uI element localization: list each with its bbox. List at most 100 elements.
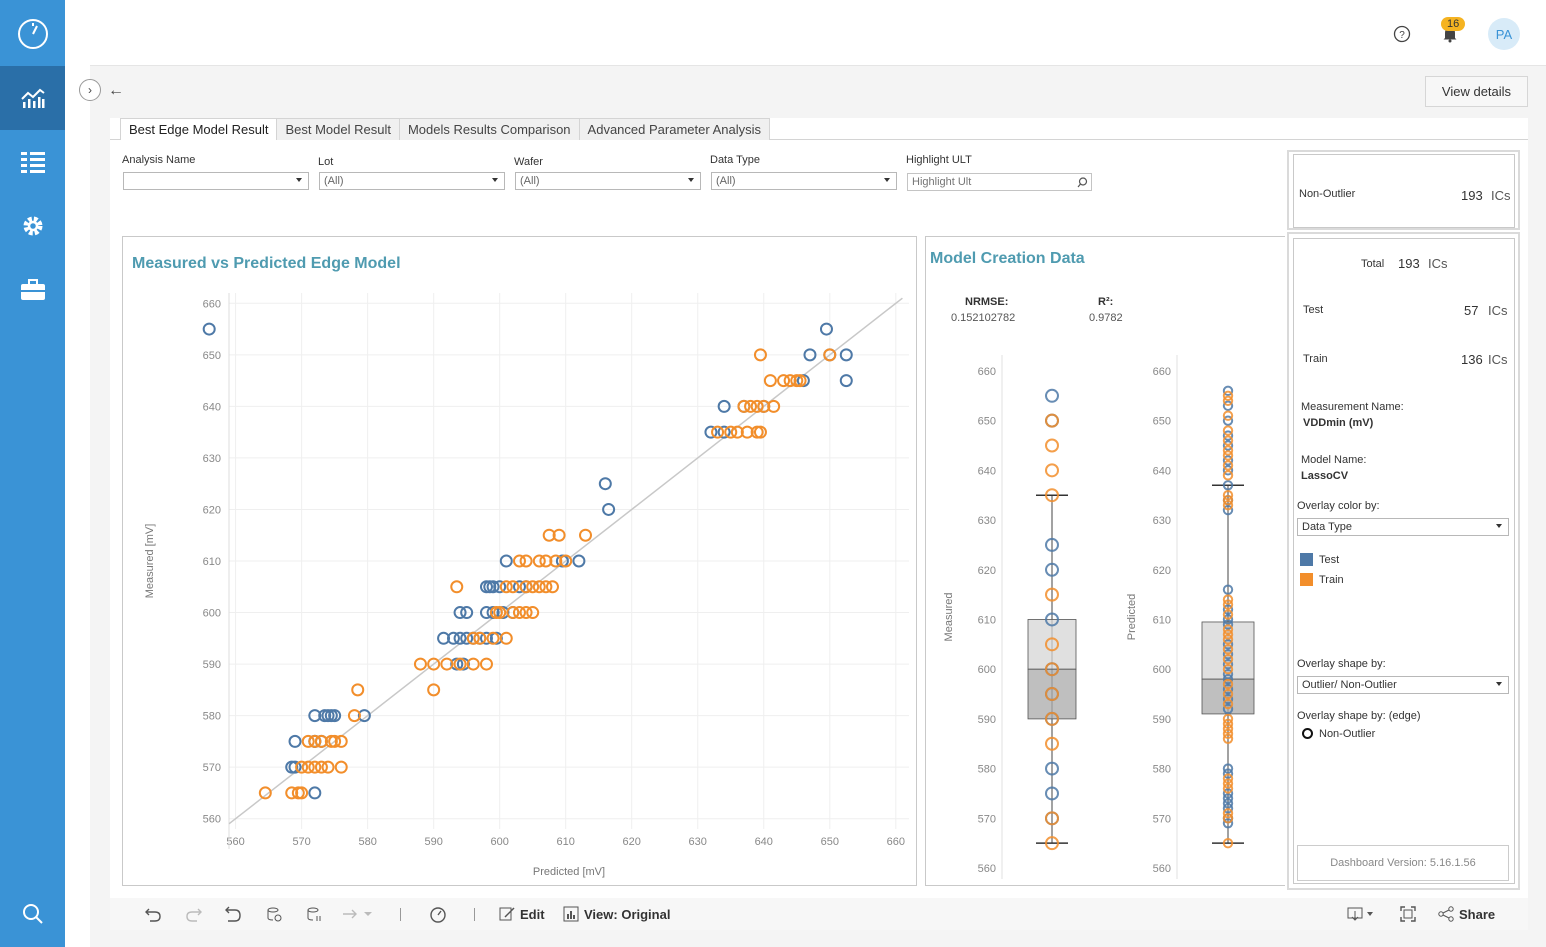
wafer-select[interactable]: (All) [515, 172, 701, 190]
tab-best-edge-model-result[interactable]: Best Edge Model Result [120, 118, 278, 140]
box-point-train [1222, 654, 1234, 665]
scatter-point-train [314, 734, 328, 748]
tab-bar: Best Edge Model Result Best Model Result… [120, 118, 770, 140]
scatter-point-test [572, 554, 586, 568]
legend-test-swatch[interactable] [1300, 553, 1313, 566]
box-point-test [1222, 793, 1234, 804]
box-point-test [1222, 649, 1234, 660]
analysis-name-label: Analysis Name [122, 154, 196, 166]
x-tick-label: 580 [358, 836, 376, 848]
redo-icon[interactable] [185, 906, 203, 922]
box-point-train [1222, 644, 1234, 655]
scatter-point-train [295, 760, 309, 774]
gear-icon[interactable] [0, 194, 65, 258]
legend-test-label[interactable]: Test [1319, 554, 1340, 566]
view-original-button[interactable]: View: Original [563, 906, 670, 922]
summary-frame: Total 193 ICs Test 57 ICs Train 136 ICs … [1287, 232, 1520, 890]
scatter-point-train [512, 554, 526, 568]
box-point-train [1222, 390, 1234, 401]
non-outlier-unit: ICs [1491, 188, 1511, 203]
x-tick-label: 650 [821, 836, 839, 848]
back-arrow-icon[interactable]: ← [108, 82, 124, 99]
box-point-train [1222, 723, 1234, 735]
refresh-data-icon[interactable] [266, 906, 282, 922]
box-point-train [1222, 395, 1234, 406]
scatter-point-test [479, 606, 493, 620]
box-y-tick-label: 600 [978, 664, 996, 676]
dashboard-logo-icon[interactable] [0, 2, 65, 66]
box-point-train [1222, 425, 1234, 436]
scatter-point-train [767, 399, 781, 413]
non-outlier-value: 193 [1461, 188, 1483, 203]
overlay-shape-value: Outlier/ Non-Outlier [1302, 679, 1397, 691]
box-point-test [1222, 400, 1234, 411]
legend-train-label[interactable]: Train [1319, 574, 1344, 586]
box-point-train [1045, 662, 1059, 677]
view-details-button[interactable]: View details [1425, 76, 1528, 107]
analysis-name-select[interactable] [123, 172, 309, 190]
scatter-point-train [321, 760, 335, 774]
expand-sidebar-button[interactable]: › [79, 79, 101, 101]
scatter-point-test [446, 631, 460, 645]
highlight-ult-input[interactable] [907, 173, 1092, 191]
overlay-color-select[interactable]: Data Type [1297, 518, 1509, 536]
overlay-shape-edge-item[interactable]: Non-Outlier [1319, 728, 1376, 740]
scatter-point-train [334, 760, 348, 774]
lot-value: (All) [324, 175, 344, 187]
box-point-train [1222, 718, 1234, 730]
lot-select[interactable]: (All) [319, 172, 505, 190]
avatar[interactable]: PA [1488, 18, 1520, 50]
scatter-point-train [301, 760, 315, 774]
scatter-point-test [357, 709, 371, 723]
briefcase-icon[interactable] [0, 258, 65, 322]
tab-models-results-comparison[interactable]: Models Results Comparison [398, 118, 580, 140]
box-point-train [1045, 438, 1059, 453]
y-tick-label: 570 [203, 762, 221, 774]
data-type-select[interactable]: (All) [711, 172, 897, 190]
legend-train-swatch[interactable] [1300, 573, 1313, 586]
list-icon[interactable] [0, 130, 65, 194]
box-point-train [1045, 413, 1059, 428]
forward-icon[interactable] [342, 906, 374, 922]
box-point-test [1222, 604, 1234, 615]
non-outlier-circle-icon[interactable] [1302, 728, 1313, 739]
scatter-point-train [552, 528, 566, 542]
scatter-point-test [839, 374, 853, 388]
revert-icon[interactable] [224, 906, 242, 922]
box-y-tick-label: 620 [1153, 565, 1171, 577]
model-name-label: Model Name: [1301, 454, 1367, 466]
wafer-label: Wafer [514, 156, 543, 168]
chevron-down-icon [492, 178, 498, 182]
box-point-train [1045, 736, 1059, 751]
box-point-test [1222, 788, 1234, 799]
scatter-point-train [453, 657, 467, 671]
metrics-icon[interactable] [429, 906, 447, 924]
box-point-train [1222, 678, 1234, 690]
box-point-test [1222, 504, 1234, 516]
download-icon[interactable] [1347, 906, 1375, 922]
scatter-point-train [413, 657, 427, 671]
help-icon[interactable]: ? [1393, 25, 1411, 43]
search-icon[interactable] [0, 882, 65, 946]
box-y-tick-label: 560 [978, 863, 996, 875]
search-icon[interactable] [1077, 177, 1088, 188]
box-point-train [1222, 460, 1234, 471]
r2-value: 0.9782 [1089, 312, 1123, 324]
edit-button[interactable]: Edit [499, 906, 545, 922]
analytics-icon[interactable] [0, 66, 65, 130]
box-point-train [1222, 624, 1234, 635]
box-axis-label: Predicted [1126, 594, 1138, 640]
scatter-point-test [308, 709, 322, 723]
box-point-train [1222, 688, 1234, 700]
undo-icon[interactable] [144, 906, 162, 922]
overlay-shape-select[interactable]: Outlier/ Non-Outlier [1297, 676, 1509, 694]
fullscreen-icon[interactable] [1400, 906, 1416, 922]
tab-advanced-parameter-analysis[interactable]: Advanced Parameter Analysis [578, 118, 770, 140]
pause-updates-icon[interactable] [306, 906, 322, 922]
tab-best-model-result[interactable]: Best Model Result [276, 118, 400, 140]
share-button[interactable]: Share [1438, 906, 1495, 922]
bottom-toolbar: Edit View: Original Share [110, 898, 1528, 930]
scatter-point-train [793, 374, 807, 388]
box-point-test [1045, 612, 1059, 627]
model-creation-panel: Model Creation Data NRMSE: 0.152102782 R… [925, 236, 1285, 886]
